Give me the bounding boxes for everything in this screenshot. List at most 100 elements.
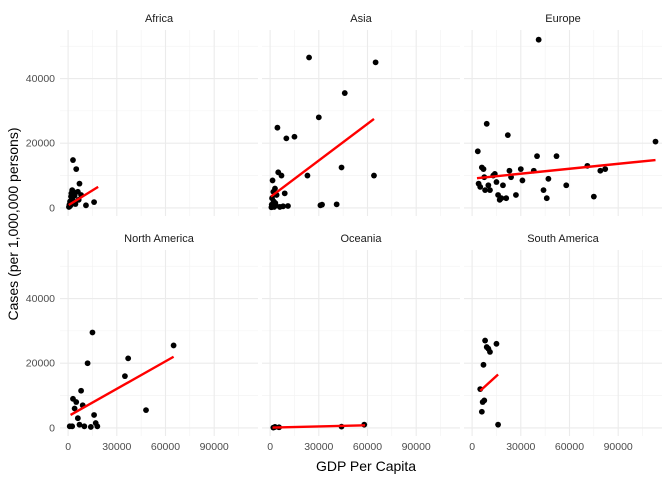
data-point — [91, 412, 97, 418]
facet-panels: Africa 0 20000 40000 Asia Europe North America… — [26, 13, 662, 453]
data-point — [543, 195, 550, 202]
data-point — [291, 133, 298, 140]
data-point — [71, 405, 78, 412]
y-tick-label: 40000 — [26, 293, 55, 305]
facet-panel: North America 0 20000 40000 0 30000 60000 90000 — [26, 233, 258, 453]
data-point — [602, 166, 609, 172]
regression-line — [476, 158, 656, 180]
data-point — [122, 373, 128, 380]
data-point — [81, 423, 88, 430]
data-point — [474, 148, 481, 155]
data-point — [482, 187, 488, 194]
data-point — [285, 203, 291, 209]
data-point — [517, 166, 524, 172]
data-point — [269, 177, 276, 184]
data-point — [534, 153, 540, 160]
data-point — [590, 193, 597, 200]
data-point — [652, 138, 659, 145]
data-point — [76, 421, 83, 428]
x-axis-title: GDP Per Capita — [316, 458, 416, 474]
y-tick-label: 0 — [49, 202, 55, 214]
data-point — [143, 407, 149, 414]
data-point — [597, 167, 604, 174]
data-point — [70, 157, 76, 163]
data-point — [482, 337, 488, 344]
facet-title: South America — [527, 233, 599, 245]
data-point — [545, 175, 552, 182]
regression-line — [68, 185, 99, 207]
x-tick-label: 30000 — [304, 441, 333, 453]
data-point — [278, 172, 285, 179]
y-tick-label: 20000 — [26, 138, 55, 150]
data-point — [480, 166, 487, 172]
data-point — [84, 360, 91, 367]
data-point — [315, 114, 322, 121]
data-point — [76, 180, 83, 187]
data-point — [338, 164, 345, 171]
data-point — [506, 167, 513, 174]
data-point — [78, 387, 84, 394]
data-point — [493, 340, 500, 347]
data-point — [503, 195, 510, 202]
data-point — [274, 124, 281, 131]
x-tick-label: 0 — [469, 441, 475, 453]
data-point — [283, 135, 290, 142]
facet-panel: Europe — [464, 13, 662, 216]
y-tick-label: 20000 — [26, 358, 55, 370]
facet-panel: Oceania 0 30000 60000 90000 — [262, 233, 460, 453]
facet-title: Oceania — [341, 233, 383, 245]
data-point — [272, 185, 278, 192]
x-tick-label: 60000 — [353, 441, 382, 453]
data-point — [371, 172, 377, 179]
data-point — [487, 348, 493, 355]
x-tick-label: 90000 — [200, 441, 229, 453]
x-tick-label: 0 — [65, 441, 71, 453]
data-point — [480, 361, 487, 368]
data-point — [69, 423, 76, 430]
data-point — [540, 187, 547, 194]
data-point — [319, 201, 325, 208]
regression-line — [270, 117, 375, 198]
y-axis-title: Cases (per 1,000,000 persons) — [5, 128, 21, 321]
data-point — [553, 153, 560, 160]
data-point — [170, 342, 177, 349]
data-point — [83, 202, 89, 209]
regression-line — [69, 355, 175, 417]
data-point — [485, 182, 492, 189]
y-tick-label: 0 — [49, 422, 55, 434]
data-point — [89, 329, 96, 336]
data-point — [504, 132, 511, 139]
data-point — [125, 355, 132, 362]
data-point — [481, 397, 488, 404]
data-point — [71, 192, 78, 199]
facet-title: Europe — [545, 13, 580, 25]
x-tick-label: 30000 — [506, 441, 535, 453]
data-point — [478, 408, 485, 415]
facet-panel: Asia — [262, 13, 460, 216]
y-tick-label: 40000 — [26, 73, 55, 85]
regression-line — [479, 373, 499, 392]
data-point — [280, 203, 286, 210]
x-tick-label: 90000 — [402, 441, 431, 453]
data-point — [306, 54, 312, 61]
facet-title: North America — [124, 233, 195, 245]
x-tick-label: 60000 — [555, 441, 584, 453]
data-point — [341, 90, 348, 96]
data-point — [477, 183, 484, 190]
data-point — [483, 120, 490, 127]
data-point — [91, 199, 97, 205]
data-point — [498, 195, 505, 202]
data-point — [519, 177, 526, 184]
data-point — [73, 399, 80, 405]
facet-title: Asia — [350, 13, 372, 25]
data-point — [493, 179, 500, 185]
data-point — [304, 172, 311, 179]
data-point — [563, 182, 570, 189]
data-point — [333, 201, 340, 208]
facet-panel: Africa 0 20000 40000 — [26, 13, 258, 216]
x-tick-label: 0 — [267, 441, 273, 453]
facet-title: Africa — [145, 13, 174, 25]
data-point — [513, 192, 519, 198]
facet-panel: South America 0 30000 60000 90000 — [464, 233, 662, 453]
